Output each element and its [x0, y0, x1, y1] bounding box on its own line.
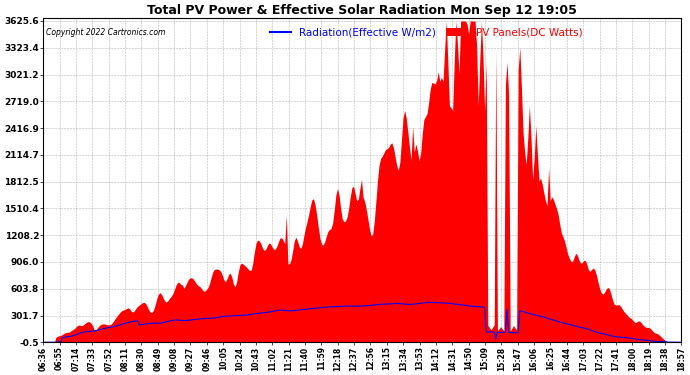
Title: Total PV Power & Effective Solar Radiation Mon Sep 12 19:05: Total PV Power & Effective Solar Radiati… [148, 4, 578, 17]
Text: Copyright 2022 Cartronics.com: Copyright 2022 Cartronics.com [46, 28, 166, 37]
Legend: Radiation(Effective W/m2), PV Panels(DC Watts): Radiation(Effective W/m2), PV Panels(DC … [266, 24, 586, 42]
